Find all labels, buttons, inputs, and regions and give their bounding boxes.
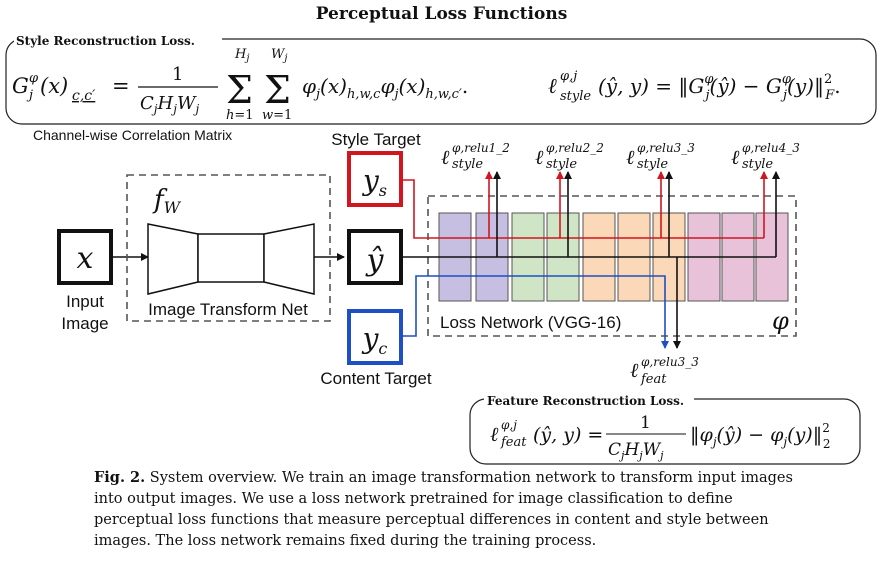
svg-text:φ,relu2_2: φ,relu2_2 [546,141,604,155]
loss-network-label: Loss Network (VGG-16) [440,313,621,332]
content-path [401,275,669,349]
style-loss-equation: ℓ φ,j style (ŷ, y) = ‖Gφ j(ŷ) − Gφ j(y)‖2 F… [548,69,841,104]
transform-symbol: fW [152,185,182,217]
svg-text:j: j [26,88,33,103]
svg-text:1: 1 [172,64,183,85]
svg-text:c,c′: c,c′ [72,88,96,104]
style-loss-box [5,38,877,125]
svg-text:φ,relu3_3: φ,relu3_3 [637,141,695,155]
svg-text:φ,j: φ,j [560,69,577,84]
svg-text:ℓ: ℓ [630,358,639,382]
transform-net-box [126,174,331,322]
content-target-label: Content Target [320,369,431,388]
svg-text:‖φj(ŷ) − φj(y)‖22: ‖φj(ŷ) − φj(y)‖2 2 [690,421,831,451]
svg-text:ℓ: ℓ [535,145,544,169]
style-target-symbol: ys [361,164,387,200]
svg-text:feat: feat [640,372,667,387]
style-loss-labels: ℓ φ,relu1_2 style ℓ φ,relu2_2 style ℓ φ,… [441,141,800,172]
svg-text:(x): (x) [40,74,68,98]
svg-text:feat: feat [500,435,527,450]
svg-text:=: = [112,74,130,98]
transform-label: Image Transform Net [148,300,308,319]
content-target-box [347,309,403,365]
svg-text:φ,relu4_3: φ,relu4_3 [742,141,800,155]
svg-text:φ,j: φ,j [501,418,517,432]
svg-text:CjHjWj: CjHjWj [608,440,664,462]
svg-text:Σ: Σ [226,68,253,112]
style-target-label: Style Target [331,130,421,149]
svg-text:style: style [742,157,773,172]
feat-loss-label: ℓ φ,relu3_3 feat [630,355,699,387]
svg-text:style: style [546,157,577,172]
svg-text:CjHjWj: CjHjWj [140,93,199,116]
gram-equation: G φ j (x) c,c′ = 1 CjHjWj Σ Hj h=1 Σ Wj … [12,47,468,123]
svg-text:style: style [452,157,483,172]
style-target-box [347,151,403,207]
svg-text:Wj: Wj [271,47,287,64]
svg-text:(ŷ, y) =: (ŷ, y) = [533,424,603,446]
figure-caption: Fig. 2. System overview. We train an ima… [94,467,804,552]
style-loss-relu3: ℓ φ,relu3_3 style [626,141,695,172]
style-loss-relu2: ℓ φ,relu2_2 style [535,141,604,172]
svg-text:Hj: Hj [234,47,249,64]
svg-text:φ,relu3_3: φ,relu3_3 [641,355,699,369]
figure-title: Perceptual Loss Functions [315,4,568,24]
svg-text:φ,relu1_2: φ,relu1_2 [452,141,510,155]
caption-fig-label: Fig. 2. [94,469,146,486]
residual-block [197,233,265,283]
input-label-line1: Input [66,292,104,311]
phi-symbol: φ [772,307,789,335]
svg-text:style: style [637,157,668,172]
svg-text:ℓ: ℓ [626,145,635,169]
decoder-shape [263,223,315,295]
style-path [401,179,764,239]
caption-text: System overview. We train an image trans… [94,470,793,549]
svg-text:Σ: Σ [264,68,291,112]
style-loss-relu4: ℓ φ,relu4_3 style [731,141,800,172]
svg-text:ℓ: ℓ [490,422,499,446]
svg-text:G: G [12,74,29,98]
style-loss-label: Style Reconstruction Loss. [16,34,195,48]
loss-network-box [427,195,797,337]
feature-loss-equation: ℓ φ,j feat (ŷ, y) = 1 CjHjWj ‖φj(ŷ) − φj… [490,413,831,462]
svg-text:ℓ: ℓ [548,74,557,98]
svg-text:ℓ: ℓ [441,145,450,169]
input-label-line2: Image [61,314,108,333]
svg-text:h=1: h=1 [226,108,254,123]
svg-text:1: 1 [640,413,651,433]
svg-text:(ŷ, y) = ‖Gφj(ŷ) − Gφj(y)‖2F.: (ŷ, y) = ‖Gφ j(ŷ) − Gφ j(y)‖2 F. [598,72,841,103]
svg-text:style: style [560,89,591,104]
input-symbol: x [77,241,94,276]
encoder-shape [147,223,199,295]
svg-text:ℓ: ℓ [731,145,740,169]
svg-text:φj(x)h,w,cφj(x)h,w,c′.: φj(x)h,w,cφj(x)h,w,c′. [302,74,468,102]
input-image-box [57,229,113,285]
svg-text:φ: φ [29,71,39,86]
svg-text:w=1: w=1 [262,108,292,123]
output-symbol: ŷ [365,243,385,278]
content-target-symbol: yc [361,322,388,358]
style-loss-relu1: ℓ φ,relu1_2 style [441,141,510,172]
feature-loss-label: Feature Reconstruction Loss. [487,394,684,408]
channel-note: Channel-wise Correlation Matrix [33,127,232,143]
